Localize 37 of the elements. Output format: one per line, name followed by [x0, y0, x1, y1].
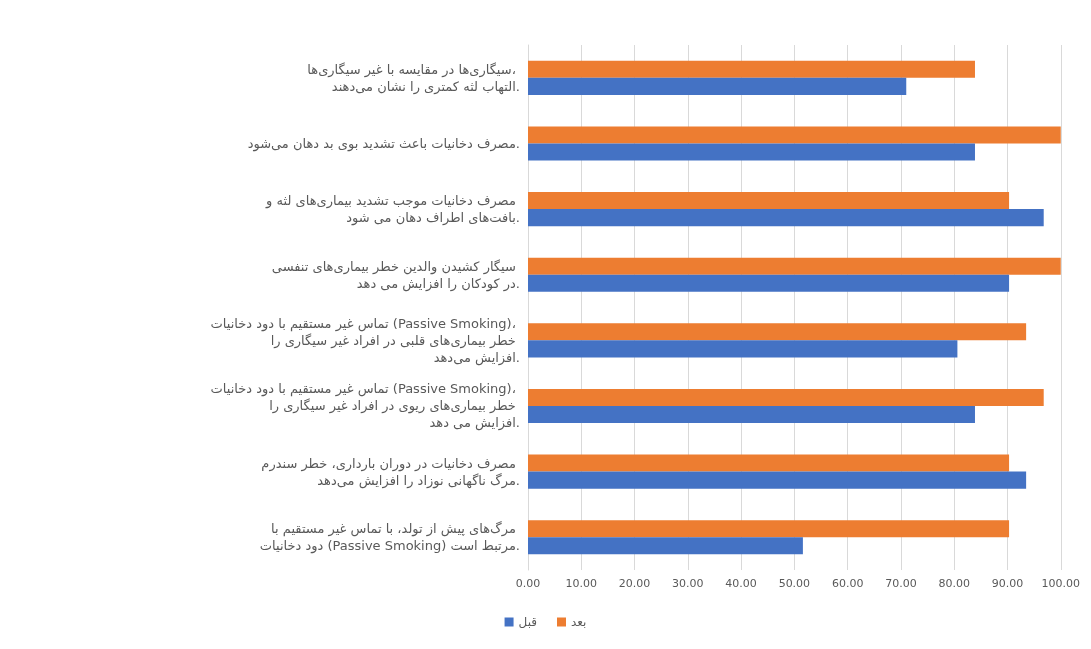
bar	[528, 471, 1027, 489]
x-tick-label: 90.00	[991, 577, 1024, 590]
bar	[528, 257, 1061, 275]
bar	[528, 537, 803, 555]
bar	[528, 143, 975, 161]
y-tick-label: مصرف دخانیات باعث تشدید بوی بد دهان می‌شود.	[247, 135, 520, 152]
legend-label: بعد	[571, 615, 587, 629]
bar	[528, 209, 1044, 227]
x-tick-label: 100.00	[1041, 577, 1081, 590]
bar	[528, 192, 1010, 210]
y-tick-label: تماس غیر مستقیم با دود دخانیات (Passive Smoking)، خطر بیماری‌های ریوی در افراد غیر سیگاری را افزایش می دهد.	[210, 381, 520, 432]
bar	[528, 340, 958, 358]
x-tick-label: 20.00	[618, 577, 651, 590]
bar	[528, 77, 907, 95]
y-tick-label: مصرف دخانیات در دوران بارداری، خطر سندرم مرگ ناگهانی نوزاد را افزایش می‌دهد.	[261, 455, 520, 489]
x-tick-label: 70.00	[885, 577, 917, 590]
x-tick-label: 40.00	[725, 577, 757, 590]
bar	[528, 405, 975, 423]
bar	[528, 520, 1010, 538]
x-tick-label: 80.00	[938, 577, 970, 590]
bar	[528, 274, 1010, 292]
bar	[528, 60, 975, 78]
x-tick-label: 10.00	[565, 577, 598, 590]
y-tick-label: سیگاری‌ها در مقایسه با غیر سیگاری‌ها، التهاب لثه کمتری را نشان می‌دهند.	[307, 61, 520, 95]
bar	[528, 323, 1027, 341]
y-tick-label: تماس غیر مستقیم با دود دخانیات (Passive Smoking)، خطر بیماری‌های قلبی در افراد غیر سیگاری را افزایش می‌دهد.	[210, 315, 520, 366]
x-tick-label: 50.00	[778, 577, 811, 590]
legend-label: قبل	[518, 615, 538, 629]
y-tick-label: سیگار کشیدن والدین خطر بیماری‌های تنفسی در کودکان را افزایش می دهد.	[271, 258, 520, 292]
bar	[528, 126, 1061, 144]
x-tick-label: 60.00	[831, 577, 864, 590]
y-tick-label: مرگ‌های پیش از تولد، با تماس غیر مستقیم با دود دخانیات (Passive Smoking) مرتبط است.	[259, 520, 520, 555]
bar	[528, 388, 1044, 406]
x-tick-label: 30.00	[672, 577, 704, 590]
x-tick-label: 0.00	[515, 577, 541, 590]
bar	[528, 454, 1010, 472]
y-tick-label: مصرف دخانیات موجب تشدید بیماری‌های لثه و بافت‌های اطراف دهان می شود.	[265, 193, 520, 227]
